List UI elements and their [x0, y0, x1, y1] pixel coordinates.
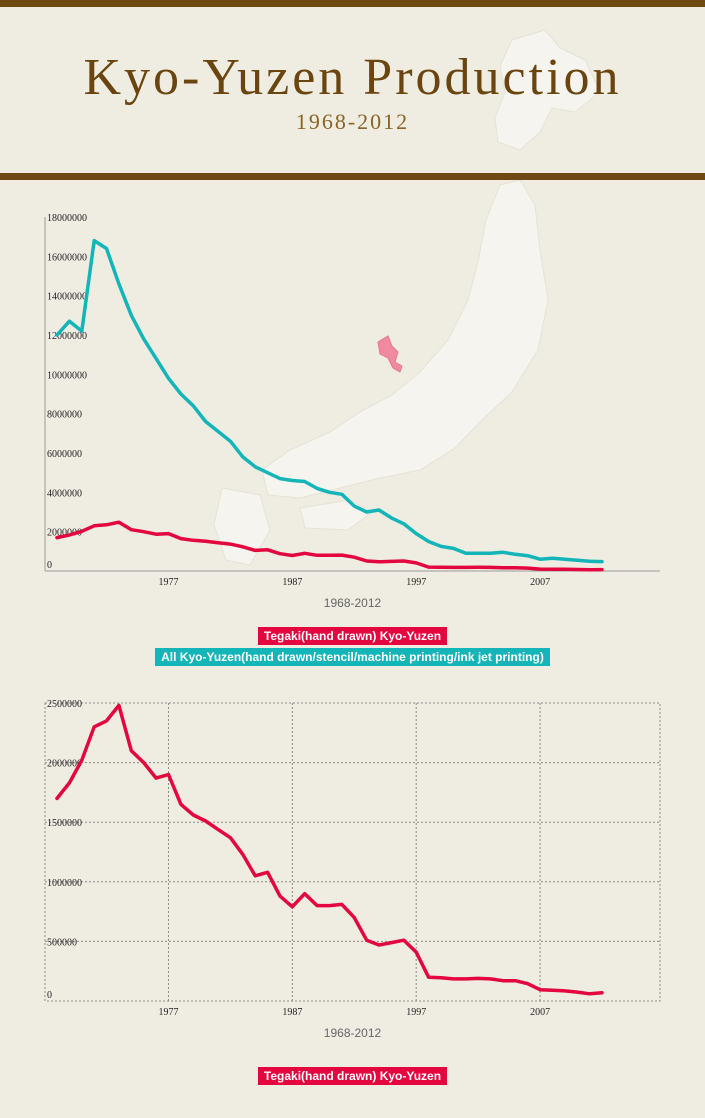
y-tick-label: 14000000 [47, 292, 87, 303]
x-tick-label: 2007 [530, 1007, 550, 1018]
x-axis-label: 1968-2012 [324, 1026, 382, 1040]
series-line-all-kyo-yuzen [55, 238, 604, 564]
x-tick-label: 1977 [158, 1007, 178, 1018]
legend-chart-1: Tegaki(hand drawn) Kyo-Yuzen All Kyo-Yuz… [0, 627, 705, 666]
series-line-tegaki [55, 703, 604, 996]
x-tick-label: 1977 [158, 577, 178, 588]
x-tick-label: 1997 [406, 577, 426, 588]
x-tick-label: 1997 [406, 1007, 426, 1018]
page-title: Kyo-Yuzen Production [83, 49, 622, 106]
y-tick-label: 0 [47, 560, 52, 571]
y-tick-label: 1500000 [47, 818, 82, 829]
y-tick-label: 1000000 [47, 878, 82, 889]
y-tick-label: 16000000 [47, 252, 87, 263]
legend-tegaki-label-2: Tegaki(hand drawn) Kyo-Yuzen [257, 1067, 448, 1085]
y-tick-label: 4000000 [47, 488, 82, 499]
y-tick-label: 12000000 [47, 331, 87, 342]
y-tick-label: 18000000 [47, 213, 87, 224]
series-line-tegaki [55, 520, 604, 572]
y-tick-label: 8000000 [47, 410, 82, 421]
x-tick-label: 1987 [282, 577, 302, 588]
top-rule [0, 0, 705, 7]
y-tick-label: 2000000 [47, 528, 82, 539]
y-tick-label: 2000000 [47, 759, 82, 770]
page-subtitle: 1968-2012 [295, 109, 410, 134]
legend-all-label: All Kyo-Yuzen(hand drawn/stencil/machine… [155, 648, 550, 666]
y-tick-label: 2500000 [47, 699, 82, 710]
y-tick-label: 6000000 [47, 449, 82, 460]
header-rule [0, 173, 705, 180]
y-tick-label: 0 [47, 990, 52, 1001]
legend-tegaki-label: Tegaki(hand drawn) Kyo-Yuzen [257, 627, 448, 645]
x-tick-label: 1987 [282, 1007, 302, 1018]
chart-tegaki-production: 0 500000 1000000 1500000 2000000 2500000 1977 1… [44, 699, 661, 1040]
x-tick-label: 2007 [530, 577, 550, 588]
y-tick-label: 500000 [47, 937, 77, 948]
plot-frame [44, 702, 661, 1002]
x-axis-label: 1968-2012 [324, 596, 382, 610]
chart-all-production: 0 2000000 4000000 6000000 8000000 10000000 120… [44, 213, 660, 610]
legend-chart-2: Tegaki(hand drawn) Kyo-Yuzen [0, 1067, 705, 1085]
y-tick-label: 10000000 [47, 370, 87, 381]
